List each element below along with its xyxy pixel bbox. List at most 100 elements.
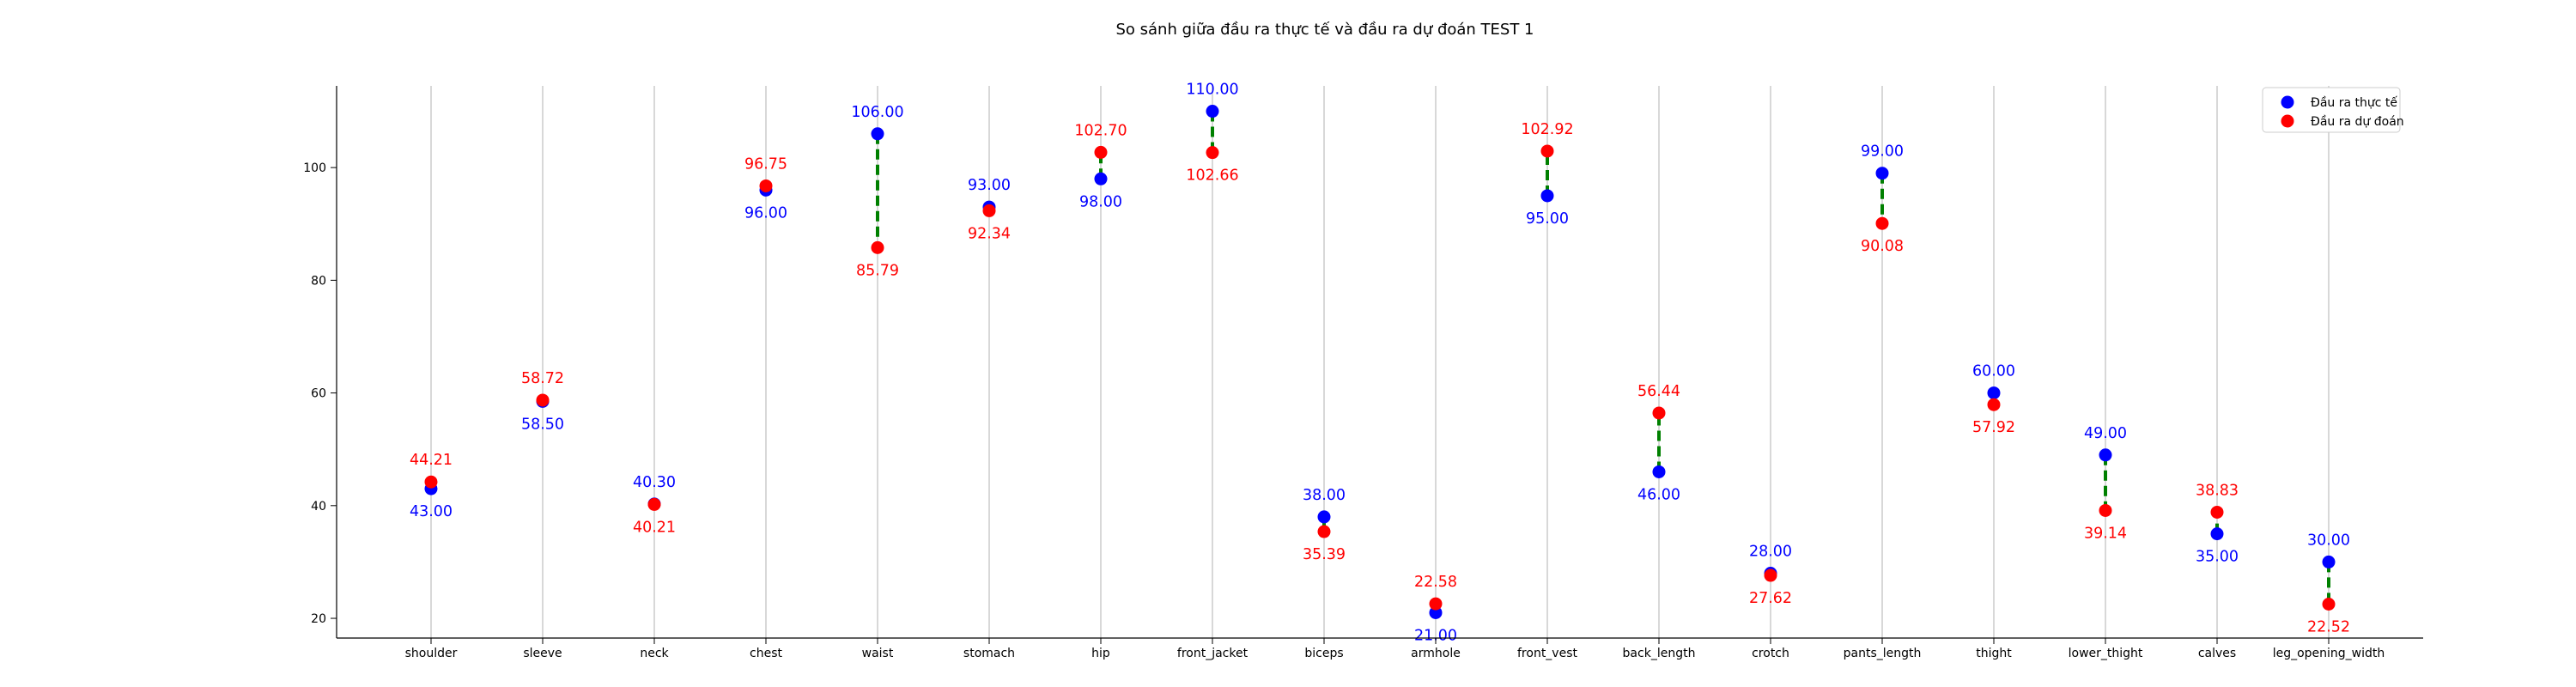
- point-actual-thight: [1987, 386, 2001, 400]
- legend-label-predicted: Đầu ra dự đoán: [2311, 115, 2404, 129]
- x-tick-label-crotch: crotch: [1752, 647, 1789, 660]
- x-tick-label-calves: calves: [2198, 647, 2236, 660]
- value-label-predicted-back_length: 56.44: [1637, 383, 1680, 400]
- connector-layer: [429, 111, 2330, 613]
- value-label-predicted-hip: 102.70: [1074, 122, 1127, 139]
- point-actual-back_length: [1652, 465, 1666, 478]
- value-label-actual-back_length: 46.00: [1637, 486, 1680, 503]
- legend-label-actual: Đầu ra thực tế: [2311, 95, 2397, 110]
- x-tick-label-front_jacket: front_jacket: [1177, 647, 1249, 660]
- point-predicted-stomach: [982, 204, 996, 217]
- point-predicted-chest: [759, 179, 773, 192]
- point-predicted-lower_thight: [2099, 503, 2112, 517]
- value-label-predicted-shoulder: 44.21: [410, 452, 453, 469]
- value-label-actual-pants_length: 99.00: [1861, 143, 1904, 161]
- x-tick-label-leg_opening_width: leg_opening_width: [2273, 647, 2385, 660]
- point-actual-front_jacket: [1206, 105, 1219, 119]
- point-predicted-crotch: [1764, 568, 1777, 582]
- point-actual-biceps: [1317, 510, 1331, 524]
- point-layer: [424, 105, 2336, 619]
- x-tick-label-armhole: armhole: [1411, 647, 1461, 660]
- legend-marker-actual: [2281, 95, 2294, 109]
- x-tick-label-stomach: stomach: [963, 647, 1015, 660]
- point-actual-calves: [2210, 527, 2224, 541]
- value-label-predicted-front_jacket: 102.66: [1186, 167, 1238, 185]
- value-label-actual-leg_opening_width: 30.00: [2307, 532, 2350, 549]
- value-label-predicted-leg_opening_width: 22.52: [2307, 619, 2350, 636]
- y-tick-label-20: 20: [311, 612, 326, 626]
- x-tick-label-thight: thight: [1976, 647, 2012, 660]
- point-predicted-waist: [871, 240, 884, 254]
- point-actual-front_vest: [1540, 189, 1554, 203]
- point-predicted-pants_length: [1875, 216, 1889, 230]
- point-predicted-biceps: [1317, 525, 1331, 538]
- value-label-actual-sleeve: 58.50: [521, 416, 564, 433]
- x-tick-label-chest: chest: [750, 647, 782, 660]
- chart-title: So sánh giữa đầu ra thực tế và đầu ra dự…: [1115, 21, 1534, 39]
- point-predicted-front_jacket: [1206, 146, 1219, 160]
- value-label-actual-lower_thight: 49.00: [2084, 425, 2127, 442]
- value-label-predicted-thight: 57.92: [1972, 419, 2015, 436]
- value-label-predicted-armhole: 22.58: [1414, 574, 1457, 591]
- y-tick-label-60: 60: [311, 387, 326, 401]
- point-predicted-shoulder: [424, 475, 438, 489]
- legend: Đầu ra thực tế Đầu ra dự đoán: [2262, 87, 2404, 133]
- x-tick-label-back_length: back_length: [1623, 647, 1696, 660]
- value-label-actual-armhole: 21.00: [1414, 627, 1457, 644]
- y-tick-label-80: 80: [311, 274, 326, 288]
- value-label-predicted-lower_thight: 39.14: [2084, 525, 2127, 542]
- x-tick-label-hip: hip: [1091, 647, 1110, 660]
- point-actual-lower_thight: [2099, 448, 2112, 462]
- point-actual-leg_opening_width: [2322, 555, 2336, 568]
- value-label-predicted-sleeve: 58.72: [521, 370, 564, 387]
- point-predicted-leg_opening_width: [2322, 598, 2336, 611]
- x-tick-label-sleeve: sleeve: [523, 647, 562, 660]
- value-label-actual-waist: 106.00: [851, 104, 903, 121]
- value-label-actual-biceps: 38.00: [1303, 487, 1346, 504]
- value-label-actual-stomach: 93.00: [968, 177, 1011, 194]
- point-predicted-back_length: [1652, 406, 1666, 420]
- value-label-predicted-front_vest: 102.92: [1521, 121, 1573, 138]
- legend-marker-predicted: [2281, 114, 2294, 128]
- point-predicted-armhole: [1429, 597, 1443, 611]
- point-actual-pants_length: [1875, 167, 1889, 180]
- point-predicted-thight: [1987, 398, 2001, 411]
- x-tick-label-waist: waist: [862, 647, 894, 660]
- value-label-predicted-stomach: 92.34: [968, 225, 1011, 242]
- value-label-predicted-chest: 96.75: [744, 155, 787, 173]
- value-label-predicted-calves: 38.83: [2196, 482, 2239, 499]
- x-tick-label-front_vest: front_vest: [1517, 647, 1577, 660]
- value-label-actual-chest: 96.00: [744, 204, 787, 222]
- value-label-actual-thight: 60.00: [1972, 363, 2015, 380]
- x-tick-label-pants_length: pants_length: [1844, 647, 1922, 660]
- point-predicted-hip: [1094, 145, 1108, 159]
- value-label-actual-hip: 98.00: [1079, 193, 1122, 210]
- grid-layer: [430, 86, 2330, 638]
- y-tick-label-40: 40: [311, 500, 326, 514]
- point-predicted-sleeve: [536, 393, 550, 407]
- x-tick-label-shoulder: shoulder: [405, 647, 458, 660]
- y-tick-label-100: 100: [303, 161, 326, 175]
- point-actual-waist: [871, 127, 884, 141]
- axis-layer: shoulder sleeve neck chest waist stomach hip fr…: [303, 86, 2423, 660]
- x-tick-label-biceps: biceps: [1304, 647, 1343, 660]
- x-tick-label-neck: neck: [640, 647, 669, 660]
- value-label-actual-calves: 35.00: [2196, 549, 2239, 566]
- value-label-actual-neck: 40.30: [633, 474, 676, 491]
- value-label-predicted-waist: 85.79: [856, 262, 899, 279]
- point-predicted-calves: [2210, 505, 2224, 519]
- x-tick-label-lower_thight: lower_thight: [2069, 647, 2143, 660]
- value-label-predicted-pants_length: 90.08: [1861, 238, 1904, 255]
- value-label-predicted-biceps: 35.39: [1303, 546, 1346, 563]
- legend-frame: [2262, 87, 2401, 133]
- point-actual-armhole: [1429, 605, 1443, 619]
- value-label-actual-crotch: 28.00: [1749, 544, 1792, 561]
- point-predicted-neck: [647, 497, 661, 511]
- value-label-actual-shoulder: 43.00: [410, 503, 453, 520]
- point-actual-hip: [1094, 172, 1108, 185]
- label-layer: 43.00 44.21 58.50 58.72 40.30 40.21 96.00 96.75…: [410, 82, 2350, 645]
- point-predicted-front_vest: [1540, 144, 1554, 158]
- value-label-predicted-neck: 40.21: [633, 519, 676, 536]
- value-label-actual-front_jacket: 110.00: [1186, 82, 1238, 99]
